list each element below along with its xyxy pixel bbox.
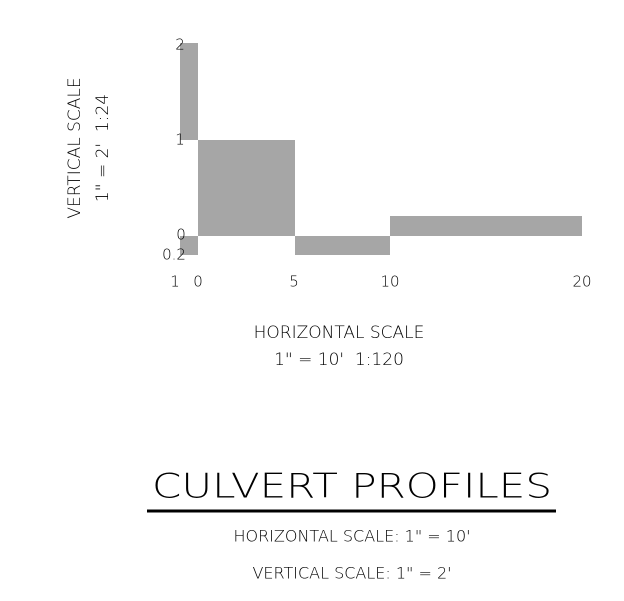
horizontal-scale-title: HORIZONTAL SCALE	[254, 323, 425, 343]
bar-segment	[180, 236, 198, 255]
horizontal-label: 1	[170, 273, 180, 291]
note: HORIZONTAL SCALE: 1" = 10'	[233, 527, 470, 546]
bar-segment	[198, 140, 295, 236]
vertical-scale-title: VERTICAL SCALE	[65, 77, 85, 218]
horizontal-label: 5	[289, 273, 299, 291]
vertical-label: 0	[176, 226, 186, 244]
horizontal-label: 20	[572, 273, 591, 291]
horizontal-scale-ratio: 1" = 10' 1:120	[274, 350, 404, 370]
vertical-label: 1	[175, 131, 185, 149]
horizontal-label: 10	[380, 273, 399, 291]
horizontal-bar-segment	[295, 236, 390, 255]
vertical-label: 0.2	[162, 246, 186, 264]
vertical-bar-segment	[180, 43, 198, 140]
horizontal-label: 0	[193, 273, 203, 291]
horizontal-bar-segment	[390, 216, 582, 236]
vertical-label: 2	[175, 36, 185, 54]
scale-bars	[180, 43, 582, 255]
sheet-title: CULVERT PROFILES	[152, 467, 552, 507]
note: VERTICAL SCALE: 1" = 2'	[252, 564, 451, 583]
vertical-scale-ratio: 1" = 2' 1:24	[93, 94, 113, 202]
